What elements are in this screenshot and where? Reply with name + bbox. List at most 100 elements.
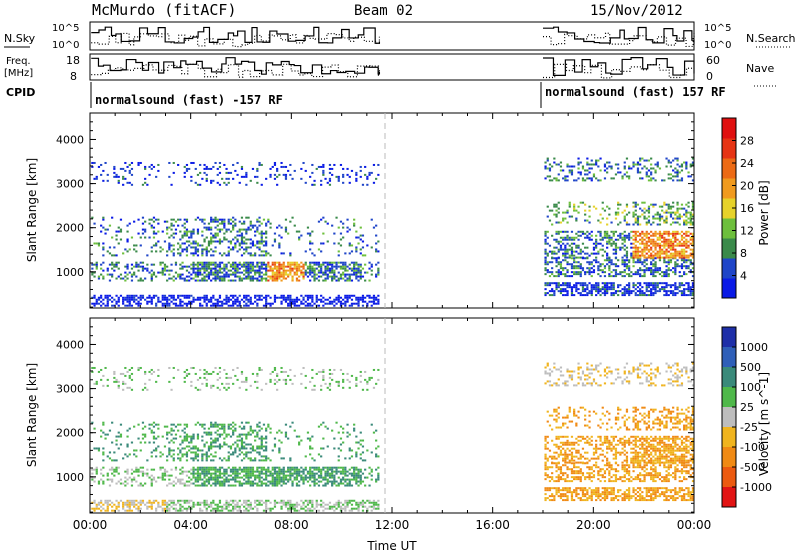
power-echo-cell xyxy=(647,211,651,214)
power-echo-cell xyxy=(207,267,211,270)
power-echo-cell xyxy=(577,171,580,174)
power-echo-cell xyxy=(284,277,288,280)
power-echo-cell xyxy=(619,221,622,224)
velocity-echo-cell xyxy=(218,476,222,479)
power-echo-cell xyxy=(350,169,354,172)
power-echo-cell xyxy=(223,265,226,268)
velocity-echo-cell xyxy=(245,421,248,424)
power-echo-cell xyxy=(553,250,556,253)
power-echo-cell xyxy=(271,165,274,168)
velocity-echo-cell xyxy=(214,474,217,477)
power-echo-cell xyxy=(108,263,112,266)
velocity-echo-cell xyxy=(192,445,195,448)
power-echo-cell xyxy=(144,267,147,270)
velocity-echo-cell xyxy=(100,429,103,432)
power-echo-cell xyxy=(687,240,690,243)
power-echo-cell xyxy=(663,294,666,297)
power-echo-cell xyxy=(610,221,613,224)
power-echo-cell xyxy=(544,167,547,170)
power-echo-cell xyxy=(601,244,604,247)
power-echo-cell xyxy=(555,252,558,255)
power-echo-cell xyxy=(185,296,189,299)
power-echo-cell xyxy=(346,294,349,297)
velocity-echo-cell xyxy=(174,466,178,469)
power-echo-cell xyxy=(680,259,684,262)
power-echo-cell xyxy=(359,238,362,241)
power-echo-cell xyxy=(588,171,591,174)
power-echo-cell xyxy=(691,232,695,235)
power-echo-cell xyxy=(218,279,222,282)
power-echo-cell xyxy=(331,277,334,280)
velocity-echo-cell xyxy=(218,505,222,508)
power-echo-cell xyxy=(256,240,259,243)
power-echo-cell xyxy=(289,267,292,270)
velocity-echo-cell xyxy=(113,474,116,477)
power-echo-cell xyxy=(608,288,611,291)
velocity-echo-cell xyxy=(221,445,224,448)
power-echo-cell xyxy=(597,286,600,289)
velocity-echo-cell xyxy=(161,435,164,438)
velocity-echo-cell xyxy=(232,472,235,475)
velocity-echo-cell xyxy=(117,480,120,483)
velocity-echo-cell xyxy=(168,441,171,444)
velocity-echo-cell xyxy=(102,503,105,506)
power-echo-cell xyxy=(317,265,321,268)
velocity-echo-cell xyxy=(194,468,197,471)
power-echo-cell xyxy=(245,246,248,249)
power-echo-cell xyxy=(152,273,156,276)
power-echo-cell xyxy=(661,244,664,247)
power-echo-cell xyxy=(663,288,666,291)
power-echo-cell xyxy=(595,207,598,210)
power-echo-cell xyxy=(245,263,248,266)
power-echo-cell xyxy=(238,271,241,274)
power-echo-cell xyxy=(601,201,604,204)
power-echo-cell xyxy=(207,277,211,280)
velocity-echo-cell xyxy=(262,472,266,475)
power-echo-cell xyxy=(243,269,246,272)
power-echo-cell xyxy=(137,279,140,282)
power-echo-cell xyxy=(650,167,653,170)
power-echo-cell xyxy=(663,230,666,233)
velocity-echo-cell xyxy=(205,451,208,454)
power-echo-cell xyxy=(163,294,167,297)
power-echo-cell xyxy=(663,232,666,235)
power-echo-cell xyxy=(232,265,235,268)
velocity-echo-cell xyxy=(190,439,193,442)
power-echo-cell xyxy=(564,259,567,262)
power-colorbar-segment xyxy=(722,118,736,139)
velocity-echo-cell xyxy=(161,499,164,502)
power-echo-cell xyxy=(357,263,360,266)
power-echo-cell xyxy=(364,271,367,274)
velocity-echo-cell xyxy=(102,421,105,424)
velocity-echo-cell xyxy=(188,484,191,487)
power-echo-cell xyxy=(570,288,574,291)
power-echo-cell xyxy=(674,244,677,247)
velocity-echo-cell xyxy=(141,501,145,504)
power-echo-cell xyxy=(551,271,554,274)
power-echo-cell xyxy=(366,271,369,274)
power-echo-cell xyxy=(223,236,226,239)
power-echo-cell xyxy=(205,267,208,270)
power-echo-cell xyxy=(647,294,651,297)
power-echo-cell xyxy=(575,256,578,259)
power-echo-cell xyxy=(667,159,670,162)
power-echo-cell xyxy=(375,275,378,278)
velocity-echo-cell xyxy=(128,501,131,504)
velocity-echo-cell xyxy=(225,478,228,481)
velocity-echo-cell xyxy=(128,507,131,510)
power-echo-cell xyxy=(628,232,631,235)
power-echo-cell xyxy=(181,224,184,227)
power-echo-cell xyxy=(181,304,184,307)
power-echo-cell xyxy=(665,232,668,235)
power-echo-cell xyxy=(139,298,142,301)
power-echo-cell xyxy=(284,173,288,176)
power-echo-cell xyxy=(643,254,646,257)
power-echo-cell xyxy=(652,250,655,253)
velocity-echo-cell xyxy=(150,480,153,483)
power-echo-cell xyxy=(111,275,114,278)
power-echo-cell xyxy=(221,261,224,264)
power-echo-cell xyxy=(223,232,226,235)
power-echo-cell xyxy=(636,217,640,220)
velocity-echo-cell xyxy=(258,466,261,469)
power-echo-cell xyxy=(265,224,268,227)
